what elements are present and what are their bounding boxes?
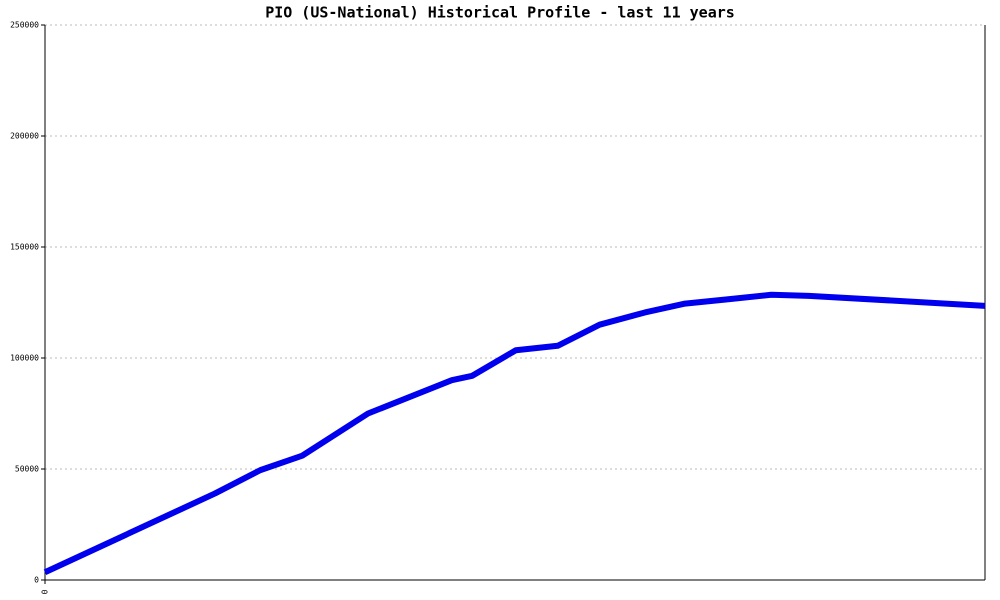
y-tick-label: 150000 xyxy=(10,243,39,252)
x-tick-label: 0 xyxy=(41,589,50,594)
y-tick-label: 50000 xyxy=(15,465,39,474)
chart-title: PIO (US-National) Historical Profile - l… xyxy=(265,4,735,22)
data-line xyxy=(43,291,986,575)
y-tick-label: 200000 xyxy=(10,132,39,141)
y-tick-label: 250000 xyxy=(10,21,39,30)
y-tick-label: 100000 xyxy=(10,354,39,363)
y-tick-label: 0 xyxy=(34,576,39,585)
